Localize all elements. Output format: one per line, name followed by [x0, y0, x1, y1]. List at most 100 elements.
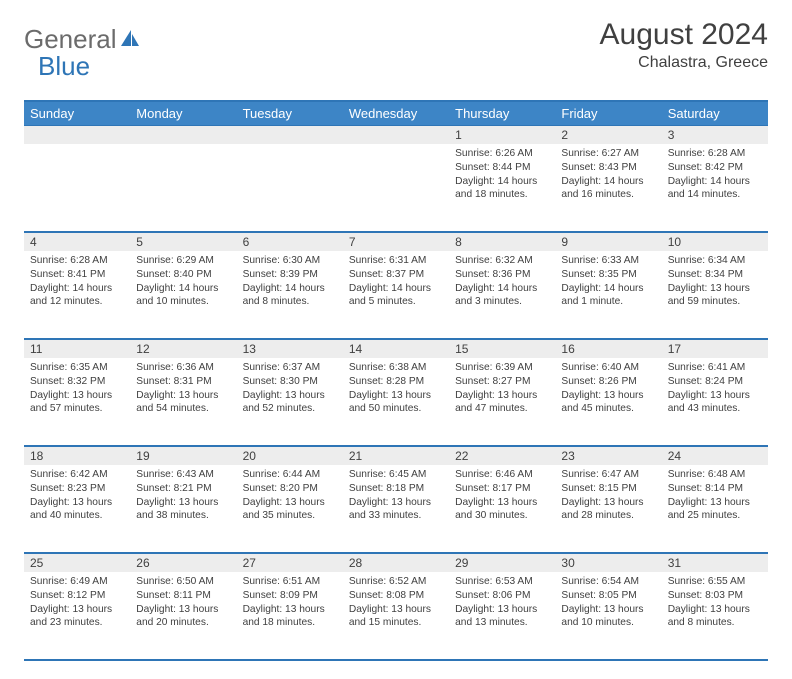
day-cell: Sunrise: 6:35 AMSunset: 8:32 PMDaylight:… — [24, 358, 130, 446]
day-details: Sunrise: 6:42 AMSunset: 8:23 PMDaylight:… — [24, 465, 130, 526]
day-cell — [130, 144, 236, 232]
calendar-table: Sunday Monday Tuesday Wednesday Thursday… — [24, 100, 768, 661]
day-number: 14 — [343, 339, 449, 358]
day-details: Sunrise: 6:35 AMSunset: 8:32 PMDaylight:… — [24, 358, 130, 419]
day-cell: Sunrise: 6:40 AMSunset: 8:26 PMDaylight:… — [555, 358, 661, 446]
day-number: 11 — [24, 339, 130, 358]
day-details: Sunrise: 6:26 AMSunset: 8:44 PMDaylight:… — [449, 144, 555, 205]
weekday-header: Saturday — [662, 101, 768, 126]
day-number: 22 — [449, 446, 555, 465]
day-cell: Sunrise: 6:28 AMSunset: 8:41 PMDaylight:… — [24, 251, 130, 339]
month-title: August 2024 — [600, 18, 768, 52]
day-cell: Sunrise: 6:45 AMSunset: 8:18 PMDaylight:… — [343, 465, 449, 553]
day-number: 23 — [555, 446, 661, 465]
day-cell: Sunrise: 6:32 AMSunset: 8:36 PMDaylight:… — [449, 251, 555, 339]
day-number: 7 — [343, 232, 449, 251]
day-cell — [237, 144, 343, 232]
day-number: 8 — [449, 232, 555, 251]
day-number: 5 — [130, 232, 236, 251]
day-cell: Sunrise: 6:51 AMSunset: 8:09 PMDaylight:… — [237, 572, 343, 660]
daynum-row: 123 — [24, 126, 768, 145]
day-details: Sunrise: 6:54 AMSunset: 8:05 PMDaylight:… — [555, 572, 661, 633]
day-cell: Sunrise: 6:44 AMSunset: 8:20 PMDaylight:… — [237, 465, 343, 553]
day-cell: Sunrise: 6:38 AMSunset: 8:28 PMDaylight:… — [343, 358, 449, 446]
week-row: Sunrise: 6:42 AMSunset: 8:23 PMDaylight:… — [24, 465, 768, 553]
day-number: 15 — [449, 339, 555, 358]
week-row: Sunrise: 6:35 AMSunset: 8:32 PMDaylight:… — [24, 358, 768, 446]
day-details: Sunrise: 6:38 AMSunset: 8:28 PMDaylight:… — [343, 358, 449, 419]
day-details: Sunrise: 6:41 AMSunset: 8:24 PMDaylight:… — [662, 358, 768, 419]
day-details: Sunrise: 6:48 AMSunset: 8:14 PMDaylight:… — [662, 465, 768, 526]
daynum-row: 45678910 — [24, 232, 768, 251]
day-number — [237, 126, 343, 145]
day-details: Sunrise: 6:32 AMSunset: 8:36 PMDaylight:… — [449, 251, 555, 312]
day-number: 12 — [130, 339, 236, 358]
day-number — [24, 126, 130, 145]
day-number: 17 — [662, 339, 768, 358]
day-cell: Sunrise: 6:26 AMSunset: 8:44 PMDaylight:… — [449, 144, 555, 232]
week-row: Sunrise: 6:49 AMSunset: 8:12 PMDaylight:… — [24, 572, 768, 660]
day-cell — [24, 144, 130, 232]
day-details: Sunrise: 6:28 AMSunset: 8:41 PMDaylight:… — [24, 251, 130, 312]
day-details: Sunrise: 6:47 AMSunset: 8:15 PMDaylight:… — [555, 465, 661, 526]
brand-blue: Blue — [38, 51, 782, 82]
weekday-header: Sunday — [24, 101, 130, 126]
day-cell: Sunrise: 6:53 AMSunset: 8:06 PMDaylight:… — [449, 572, 555, 660]
day-details: Sunrise: 6:33 AMSunset: 8:35 PMDaylight:… — [555, 251, 661, 312]
day-number: 9 — [555, 232, 661, 251]
day-number: 1 — [449, 126, 555, 145]
day-cell — [343, 144, 449, 232]
day-cell: Sunrise: 6:29 AMSunset: 8:40 PMDaylight:… — [130, 251, 236, 339]
day-details: Sunrise: 6:36 AMSunset: 8:31 PMDaylight:… — [130, 358, 236, 419]
day-number — [130, 126, 236, 145]
day-cell: Sunrise: 6:54 AMSunset: 8:05 PMDaylight:… — [555, 572, 661, 660]
day-number: 16 — [555, 339, 661, 358]
day-number: 24 — [662, 446, 768, 465]
day-details: Sunrise: 6:39 AMSunset: 8:27 PMDaylight:… — [449, 358, 555, 419]
day-cell: Sunrise: 6:55 AMSunset: 8:03 PMDaylight:… — [662, 572, 768, 660]
day-details: Sunrise: 6:51 AMSunset: 8:09 PMDaylight:… — [237, 572, 343, 633]
week-row: Sunrise: 6:26 AMSunset: 8:44 PMDaylight:… — [24, 144, 768, 232]
day-details: Sunrise: 6:43 AMSunset: 8:21 PMDaylight:… — [130, 465, 236, 526]
daynum-row: 18192021222324 — [24, 446, 768, 465]
day-number: 21 — [343, 446, 449, 465]
day-cell: Sunrise: 6:34 AMSunset: 8:34 PMDaylight:… — [662, 251, 768, 339]
day-number: 19 — [130, 446, 236, 465]
day-number: 29 — [449, 553, 555, 572]
calendar-page: General August 2024 Chalastra, Greece Ge… — [0, 0, 792, 679]
day-number: 25 — [24, 553, 130, 572]
brand-logo: General — [24, 18, 141, 55]
weekday-header: Tuesday — [237, 101, 343, 126]
sail-icon — [119, 28, 141, 48]
day-details: Sunrise: 6:55 AMSunset: 8:03 PMDaylight:… — [662, 572, 768, 633]
day-cell: Sunrise: 6:43 AMSunset: 8:21 PMDaylight:… — [130, 465, 236, 553]
day-cell: Sunrise: 6:41 AMSunset: 8:24 PMDaylight:… — [662, 358, 768, 446]
week-row: Sunrise: 6:28 AMSunset: 8:41 PMDaylight:… — [24, 251, 768, 339]
weekday-header: Wednesday — [343, 101, 449, 126]
day-details: Sunrise: 6:46 AMSunset: 8:17 PMDaylight:… — [449, 465, 555, 526]
day-cell: Sunrise: 6:31 AMSunset: 8:37 PMDaylight:… — [343, 251, 449, 339]
day-details: Sunrise: 6:45 AMSunset: 8:18 PMDaylight:… — [343, 465, 449, 526]
day-cell: Sunrise: 6:28 AMSunset: 8:42 PMDaylight:… — [662, 144, 768, 232]
day-number: 30 — [555, 553, 661, 572]
weekday-header: Thursday — [449, 101, 555, 126]
day-cell: Sunrise: 6:50 AMSunset: 8:11 PMDaylight:… — [130, 572, 236, 660]
day-cell: Sunrise: 6:47 AMSunset: 8:15 PMDaylight:… — [555, 465, 661, 553]
weekday-header: Friday — [555, 101, 661, 126]
day-number: 10 — [662, 232, 768, 251]
day-number: 3 — [662, 126, 768, 145]
day-details: Sunrise: 6:44 AMSunset: 8:20 PMDaylight:… — [237, 465, 343, 526]
day-details: Sunrise: 6:34 AMSunset: 8:34 PMDaylight:… — [662, 251, 768, 312]
day-cell: Sunrise: 6:48 AMSunset: 8:14 PMDaylight:… — [662, 465, 768, 553]
day-cell: Sunrise: 6:42 AMSunset: 8:23 PMDaylight:… — [24, 465, 130, 553]
weekday-header: Monday — [130, 101, 236, 126]
day-number: 18 — [24, 446, 130, 465]
day-cell: Sunrise: 6:49 AMSunset: 8:12 PMDaylight:… — [24, 572, 130, 660]
day-details: Sunrise: 6:40 AMSunset: 8:26 PMDaylight:… — [555, 358, 661, 419]
day-details: Sunrise: 6:27 AMSunset: 8:43 PMDaylight:… — [555, 144, 661, 205]
day-cell: Sunrise: 6:36 AMSunset: 8:31 PMDaylight:… — [130, 358, 236, 446]
day-number: 20 — [237, 446, 343, 465]
day-cell: Sunrise: 6:46 AMSunset: 8:17 PMDaylight:… — [449, 465, 555, 553]
day-details: Sunrise: 6:29 AMSunset: 8:40 PMDaylight:… — [130, 251, 236, 312]
day-number: 31 — [662, 553, 768, 572]
